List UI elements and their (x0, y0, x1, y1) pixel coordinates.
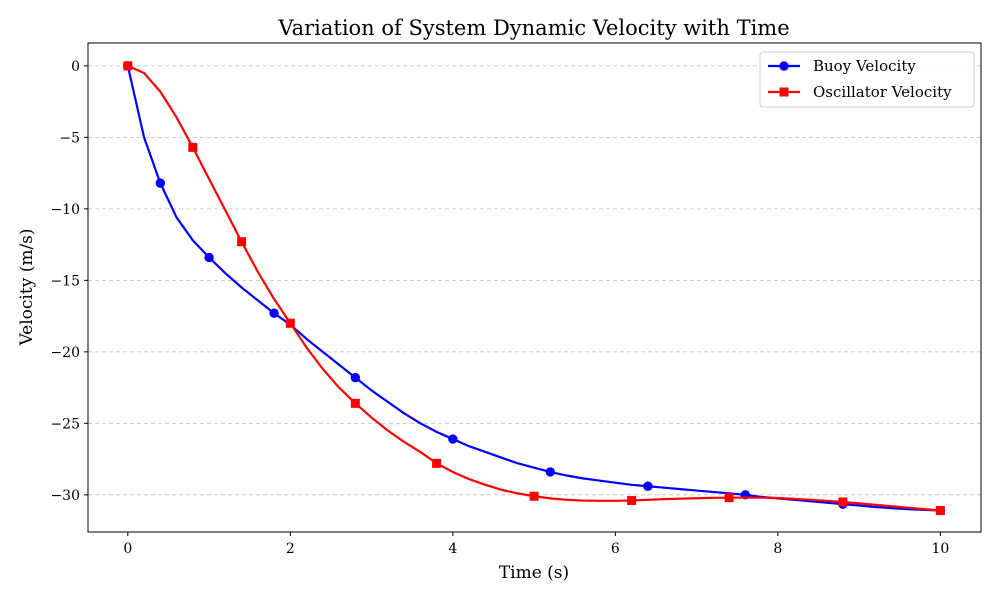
oscillator-velocity-point (838, 497, 848, 507)
x-tick-label: 8 (773, 541, 782, 557)
buoy-velocity-point (350, 372, 361, 383)
y-tick-label: −20 (50, 345, 80, 361)
oscillator-velocity-point (350, 398, 360, 408)
buoy-velocity-point (269, 308, 279, 318)
chart-title: Variation of System Dynamic Velocity wit… (277, 16, 789, 40)
legend: Buoy Velocity Oscillator Velocity (759, 51, 975, 108)
oscillator-velocity-point (188, 142, 198, 152)
x-axis-label: Time (s) (499, 563, 569, 583)
legend-label-oscillator-velocity: Oscillator Velocity (813, 83, 952, 101)
y-tick-label: 0 (71, 59, 80, 75)
legend-box (759, 51, 975, 108)
oscillator-velocity-point (935, 506, 945, 516)
oscillator-velocity-point (529, 491, 539, 501)
y-tick-label: −5 (59, 130, 80, 146)
oscillator-velocity-line (127, 64, 941, 512)
x-tick-label: 10 (931, 541, 949, 557)
buoy-velocity-point (448, 434, 458, 444)
legend-marker-buoy-velocity (779, 61, 789, 71)
oscillator-velocity-series (123, 61, 945, 516)
y-axis-label: Velocity (m/s) (17, 228, 37, 346)
x-tick-label: 0 (123, 541, 132, 557)
plot-frame (87, 42, 982, 533)
oscillator-velocity-point (123, 61, 133, 71)
x-tick-label: 2 (286, 541, 295, 557)
oscillator-velocity-point (432, 458, 442, 468)
oscillator-velocity-point (285, 318, 295, 328)
y-tick-label: −10 (50, 202, 80, 218)
buoy-velocity-series (123, 61, 946, 516)
buoy-velocity-point (155, 178, 166, 188)
legend-marker-oscillator-velocity (779, 87, 789, 97)
oscillator-velocity-point (724, 493, 734, 503)
x-tick-label: 4 (448, 541, 457, 557)
buoy-velocity-point (545, 467, 556, 477)
buoy-velocity-point (204, 252, 214, 263)
legend-label-buoy-velocity: Buoy Velocity (813, 57, 916, 75)
y-tick-label: −15 (50, 273, 80, 289)
oscillator-velocity-point (627, 496, 637, 506)
y-tick-label: −25 (50, 416, 80, 432)
grid-lines (88, 65, 981, 496)
y-tick-label: −30 (50, 488, 80, 504)
x-tick-label: 6 (611, 541, 620, 557)
axis-ticks: 0 −5 −10 −15 −20 −25 −30 0 2 4 6 8 10 (50, 59, 949, 557)
buoy-velocity-line (126, 65, 941, 512)
oscillator-velocity-point (237, 237, 247, 247)
legend-entries: Buoy Velocity Oscillator Velocity (768, 57, 952, 101)
plot-series (123, 61, 946, 516)
buoy-velocity-point (643, 481, 653, 491)
